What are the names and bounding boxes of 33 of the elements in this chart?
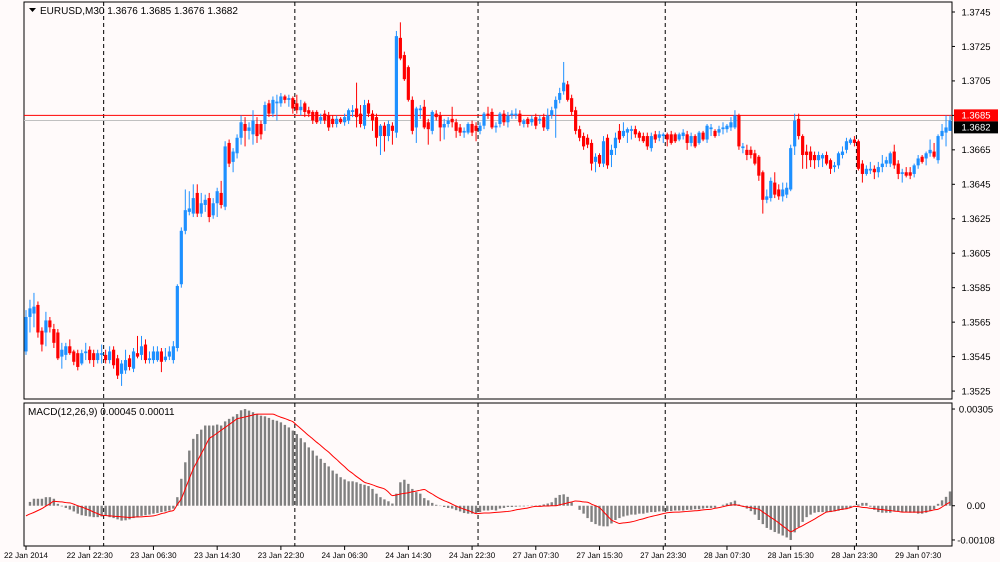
y-tick-label: 1.3725 bbox=[961, 42, 991, 53]
y-tick-label: 1.3625 bbox=[961, 214, 991, 226]
y-tick-label: 1.3565 bbox=[961, 317, 991, 328]
ref-line-label: 1.3682 bbox=[961, 122, 991, 134]
x-tick-label: 23 Jan 14:30 bbox=[194, 551, 241, 560]
y-tick-label: -0.00108 bbox=[957, 535, 995, 546]
y-tick-label: 1.3645 bbox=[961, 180, 991, 191]
ref-line-label: 1.3685 bbox=[961, 110, 991, 122]
x-tick-label: 23 Jan 22:30 bbox=[258, 551, 305, 560]
y-tick-label: 1.3525 bbox=[961, 386, 991, 398]
x-tick-label: 24 Jan 14:30 bbox=[385, 551, 432, 560]
x-tick-label: 22 Jan 2014 bbox=[4, 551, 49, 560]
chart-title: EURUSD,M30 1.3676 1.3685 1.3676 1.3682 bbox=[40, 6, 238, 17]
chart-title: MACD(12,26,9) 0.00045 0.00011 bbox=[28, 407, 176, 418]
y-tick-label: 1.3705 bbox=[961, 76, 991, 88]
x-tick-label: 27 Jan 15:30 bbox=[576, 551, 624, 560]
x-tick-label: 29 Jan 07:30 bbox=[895, 551, 942, 560]
x-tick-label: 28 Jan 23:30 bbox=[831, 551, 878, 560]
x-tick-label: 24 Jan 22:30 bbox=[448, 551, 496, 560]
y-tick-label: 1.3545 bbox=[961, 352, 991, 363]
y-tick-label: 1.3605 bbox=[961, 248, 991, 260]
x-tick-label: 27 Jan 07:30 bbox=[512, 551, 560, 560]
x-tick-label: 23 Jan 06:30 bbox=[130, 551, 178, 560]
y-tick-label: 0.00305 bbox=[958, 404, 994, 416]
x-tick-label: 27 Jan 23:30 bbox=[640, 551, 687, 560]
y-tick-label: 1.3665 bbox=[961, 145, 991, 156]
x-tick-label: 22 Jan 22:30 bbox=[66, 551, 114, 560]
y-tick-label: 0.00 bbox=[966, 501, 986, 512]
y-tick-label: 1.3745 bbox=[961, 7, 991, 18]
y-tick-label: 1.3585 bbox=[961, 283, 991, 294]
x-tick-label: 28 Jan 15:30 bbox=[768, 551, 814, 560]
x-tick-label: 24 Jan 06:30 bbox=[321, 551, 368, 560]
x-tick-label: 28 Jan 07:30 bbox=[704, 551, 751, 560]
